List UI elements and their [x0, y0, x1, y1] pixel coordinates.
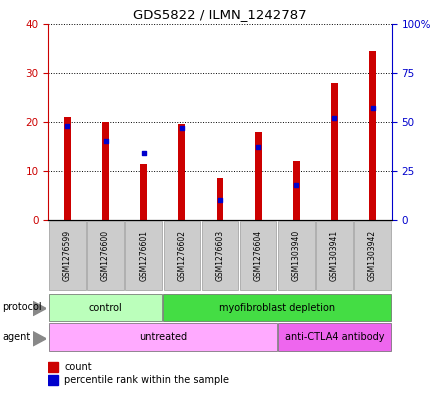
Bar — [48, 375, 58, 385]
Polygon shape — [33, 301, 46, 316]
FancyBboxPatch shape — [164, 221, 200, 290]
Bar — [331, 83, 338, 220]
Title: GDS5822 / ILMN_1242787: GDS5822 / ILMN_1242787 — [133, 8, 307, 21]
Point — [369, 105, 376, 111]
Text: GSM1276601: GSM1276601 — [139, 230, 148, 281]
FancyBboxPatch shape — [125, 221, 162, 290]
FancyBboxPatch shape — [49, 323, 277, 351]
Text: untreated: untreated — [139, 332, 187, 342]
FancyBboxPatch shape — [163, 294, 391, 321]
Text: GSM1276602: GSM1276602 — [177, 230, 187, 281]
Bar — [102, 122, 109, 220]
Text: agent: agent — [2, 332, 30, 342]
FancyBboxPatch shape — [240, 221, 276, 290]
Text: percentile rank within the sample: percentile rank within the sample — [64, 375, 229, 385]
Point — [102, 138, 109, 145]
Text: GSM1303942: GSM1303942 — [368, 230, 377, 281]
Text: GSM1303940: GSM1303940 — [292, 230, 301, 281]
FancyBboxPatch shape — [202, 221, 238, 290]
Text: GSM1276600: GSM1276600 — [101, 230, 110, 281]
FancyBboxPatch shape — [316, 221, 353, 290]
Point — [331, 115, 338, 121]
Bar — [48, 362, 58, 372]
Bar — [255, 132, 261, 220]
Text: GSM1276603: GSM1276603 — [216, 230, 224, 281]
Point — [140, 150, 147, 156]
Bar — [64, 117, 71, 220]
Polygon shape — [33, 332, 46, 346]
Text: count: count — [64, 362, 92, 372]
Point — [64, 123, 71, 129]
Bar — [216, 178, 224, 220]
Text: control: control — [89, 303, 122, 312]
Bar — [369, 51, 376, 220]
Text: anti-CTLA4 antibody: anti-CTLA4 antibody — [285, 332, 384, 342]
FancyBboxPatch shape — [87, 221, 124, 290]
Bar — [293, 161, 300, 220]
Bar — [140, 163, 147, 220]
Text: protocol: protocol — [2, 302, 42, 312]
FancyBboxPatch shape — [278, 323, 391, 351]
FancyBboxPatch shape — [49, 294, 162, 321]
Text: GSM1303941: GSM1303941 — [330, 230, 339, 281]
FancyBboxPatch shape — [354, 221, 391, 290]
FancyBboxPatch shape — [278, 221, 315, 290]
Text: myofibroblast depletion: myofibroblast depletion — [219, 303, 335, 312]
Bar — [179, 124, 185, 220]
Text: GSM1276604: GSM1276604 — [253, 230, 263, 281]
Point — [216, 197, 224, 204]
Point — [293, 182, 300, 188]
Point — [255, 144, 262, 151]
FancyBboxPatch shape — [49, 221, 86, 290]
Text: GSM1276599: GSM1276599 — [63, 230, 72, 281]
Point — [178, 125, 185, 131]
